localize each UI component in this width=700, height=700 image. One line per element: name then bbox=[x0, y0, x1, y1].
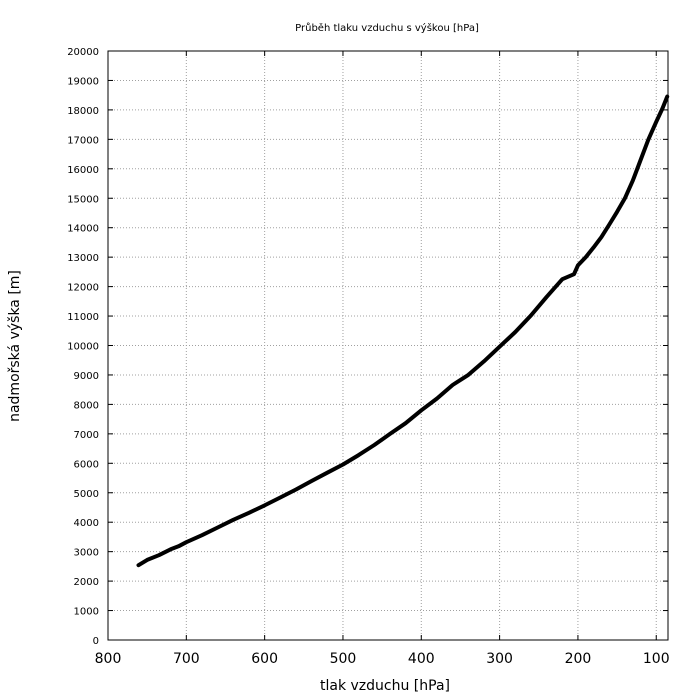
y-tick-label: 6000 bbox=[74, 459, 99, 470]
x-tick-label: 600 bbox=[251, 651, 278, 667]
y-tick-label: 14000 bbox=[67, 224, 99, 235]
y-tick-label: 19000 bbox=[67, 76, 99, 87]
grid bbox=[108, 51, 668, 640]
y-tick-label: 8000 bbox=[74, 400, 99, 411]
series-line bbox=[136, 94, 670, 568]
y-tick-label: 13000 bbox=[67, 253, 99, 264]
y-tick-label: 4000 bbox=[74, 518, 99, 529]
y-tick-label: 18000 bbox=[67, 106, 99, 117]
y-axis-label: nadmořská výška [m] bbox=[7, 270, 23, 422]
x-axis-label: tlak vzduchu [hPa] bbox=[320, 678, 450, 694]
x-tick-label: 500 bbox=[330, 651, 357, 667]
y-tick-label: 7000 bbox=[74, 430, 99, 441]
y-tick-label: 16000 bbox=[67, 165, 99, 176]
y-tick-label: 17000 bbox=[67, 135, 99, 146]
y-tick-label: 9000 bbox=[74, 371, 99, 382]
y-tick-label: 3000 bbox=[74, 548, 99, 559]
series bbox=[136, 94, 670, 568]
y-tick-label: 0 bbox=[93, 636, 99, 647]
y-tick-label: 2000 bbox=[74, 577, 99, 588]
ticks: 0 1000 2000 3000 4000 5000 6000 7000 8000 9000 100… bbox=[67, 47, 669, 667]
x-tick-label: 700 bbox=[173, 651, 200, 667]
x-tick-label: 100 bbox=[643, 651, 670, 667]
y-tick-label: 15000 bbox=[67, 194, 99, 205]
x-tick-label: 800 bbox=[95, 651, 122, 667]
y-tick-label: 5000 bbox=[74, 489, 99, 500]
x-tick-label: 200 bbox=[565, 651, 592, 667]
x-tick-label: 400 bbox=[408, 651, 435, 667]
y-tick-label: 10000 bbox=[67, 342, 99, 353]
y-tick-label: 11000 bbox=[67, 312, 99, 323]
x-tick-label: 300 bbox=[486, 651, 513, 667]
y-tick-label: 20000 bbox=[67, 47, 99, 58]
y-tick-label: 1000 bbox=[74, 607, 99, 618]
chart-title: Průběh tlaku vzduchu s výškou [hPa] bbox=[295, 22, 479, 34]
y-tick-label: 12000 bbox=[67, 283, 99, 294]
